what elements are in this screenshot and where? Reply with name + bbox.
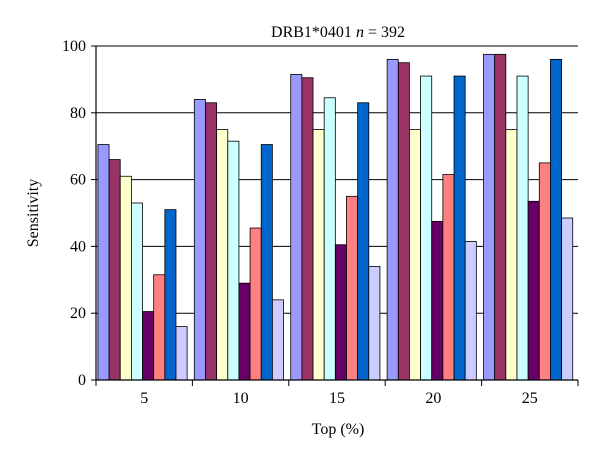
bar [249,227,262,381]
y-tick-label: 40 [70,238,86,255]
bar [483,53,496,381]
bar [538,162,551,381]
bar [301,77,314,381]
chart-title-n-value: = 392 [368,24,405,41]
x-tick-label: 10 [233,390,249,407]
bar [119,175,132,381]
bar [453,75,466,381]
x-tick-label: 15 [329,390,345,407]
chart-title-prefix: DRB1*0401 [271,24,352,41]
bar [216,129,229,381]
chart-title-n: n [356,24,364,41]
bar [108,159,121,381]
x-tick-label: 20 [425,390,441,407]
bars [97,53,574,381]
bar [357,102,370,381]
bar [290,73,303,381]
bar [271,299,284,381]
y-tick-label: 20 [70,305,86,322]
bar [368,266,381,381]
bar [561,217,574,381]
bar [142,311,155,381]
bar [323,97,336,381]
bar [334,244,347,381]
bar [409,129,421,381]
bar [550,58,562,381]
bar [527,200,540,381]
bar [153,274,166,381]
bar [431,220,444,381]
bar [516,75,529,381]
y-tick-label: 100 [62,38,86,55]
bar [164,209,177,381]
x-axis-label: Top (%) [312,421,365,438]
x-tick-label: 25 [522,390,538,407]
bar [205,102,218,381]
bar [227,140,240,381]
bar [97,144,110,381]
bar [238,282,251,381]
y-tick-label: 0 [78,372,86,389]
y-tick-label: 60 [70,172,86,189]
bar [397,62,410,381]
bar [464,240,477,381]
bar [420,75,433,381]
y-axis-label: Sensitivity [25,179,42,247]
bar [386,58,399,381]
bar [260,144,273,381]
bar [442,174,455,381]
bar [346,195,359,381]
bar [494,53,507,381]
x-tick-labels: 5 10 15 20 25 [140,390,538,407]
bar [312,129,325,381]
bar [193,99,206,381]
y-tick-labels: 0 20 40 60 80 100 [62,38,86,389]
bar [175,326,188,381]
y-tick-label: 80 [70,105,86,122]
bar [505,129,518,381]
bar [130,202,143,381]
chart-title: DRB1*0401 n = 392 [271,24,405,41]
x-tick-label: 5 [140,390,148,407]
axes [95,46,579,386]
